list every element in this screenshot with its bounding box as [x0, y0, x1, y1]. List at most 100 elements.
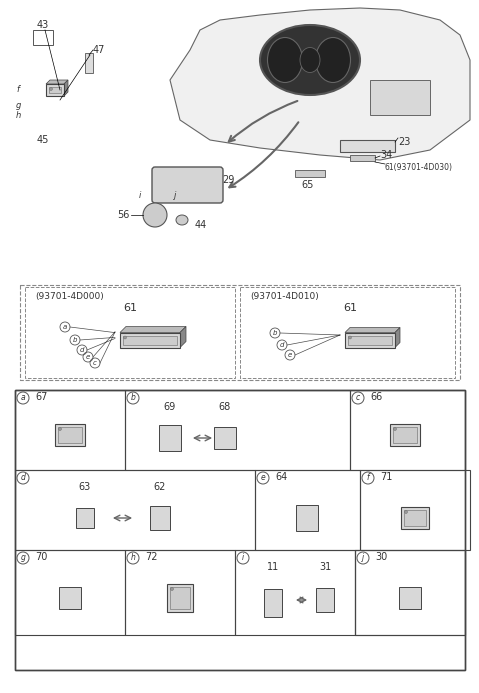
Text: 43: 43 — [37, 20, 49, 30]
Text: i: i — [242, 554, 244, 563]
Text: j: j — [362, 554, 364, 563]
Bar — [85, 53, 93, 73]
Polygon shape — [180, 326, 186, 347]
Bar — [355, 550, 465, 635]
Text: 56: 56 — [118, 210, 130, 220]
Text: 65: 65 — [302, 180, 314, 190]
Text: 61: 61 — [343, 303, 357, 313]
Polygon shape — [150, 503, 173, 506]
Text: a: a — [21, 394, 25, 403]
Text: e: e — [288, 352, 292, 358]
Polygon shape — [64, 80, 68, 96]
Circle shape — [143, 203, 167, 227]
Ellipse shape — [316, 37, 351, 82]
Text: 62: 62 — [154, 482, 166, 492]
Bar — [370, 80, 430, 115]
Polygon shape — [399, 587, 421, 609]
Polygon shape — [46, 84, 64, 96]
Text: 44: 44 — [195, 220, 207, 230]
Text: d: d — [280, 342, 284, 348]
Bar — [348, 335, 392, 344]
Polygon shape — [170, 503, 173, 530]
Bar — [170, 587, 190, 609]
Bar — [58, 427, 82, 443]
Bar — [49, 87, 61, 93]
Bar — [15, 390, 125, 470]
Text: i: i — [139, 191, 141, 200]
Bar — [295, 170, 325, 177]
Circle shape — [171, 588, 173, 590]
Polygon shape — [236, 424, 239, 449]
Bar — [350, 155, 375, 161]
Text: 29: 29 — [222, 175, 234, 185]
Ellipse shape — [300, 48, 320, 73]
Text: 61(93701-4D030): 61(93701-4D030) — [385, 163, 453, 172]
Text: a: a — [63, 324, 67, 330]
Text: g: g — [21, 554, 25, 563]
Polygon shape — [167, 579, 198, 584]
Text: 64: 64 — [275, 472, 287, 482]
Polygon shape — [401, 507, 429, 529]
Bar — [350, 390, 465, 470]
Polygon shape — [395, 328, 400, 347]
Polygon shape — [282, 586, 285, 617]
Polygon shape — [159, 425, 181, 451]
Text: 63: 63 — [79, 482, 91, 492]
Polygon shape — [421, 584, 424, 609]
Text: 34: 34 — [380, 150, 392, 160]
Bar — [20, 285, 460, 380]
Polygon shape — [316, 585, 337, 588]
Bar — [125, 390, 350, 470]
Polygon shape — [46, 80, 68, 84]
Polygon shape — [214, 424, 239, 427]
Polygon shape — [264, 586, 285, 589]
Text: 31: 31 — [319, 562, 331, 572]
Circle shape — [124, 336, 126, 339]
Bar — [340, 140, 395, 152]
Text: (93701-4D000): (93701-4D000) — [35, 292, 104, 301]
Polygon shape — [264, 589, 282, 617]
Text: c: c — [93, 360, 97, 366]
Bar — [255, 470, 360, 550]
Bar — [404, 510, 426, 526]
Text: 67: 67 — [35, 392, 47, 402]
Ellipse shape — [260, 25, 360, 95]
Text: 72: 72 — [145, 552, 158, 562]
Bar — [393, 427, 417, 443]
Polygon shape — [296, 502, 321, 505]
Ellipse shape — [176, 215, 188, 225]
Polygon shape — [345, 333, 395, 347]
Text: 23: 23 — [398, 137, 411, 147]
Circle shape — [349, 336, 352, 339]
Text: h: h — [131, 554, 136, 563]
Polygon shape — [296, 505, 318, 531]
Polygon shape — [55, 424, 85, 446]
Text: 47: 47 — [93, 45, 105, 55]
Text: b: b — [131, 394, 136, 403]
Text: d: d — [21, 473, 25, 482]
Polygon shape — [181, 422, 184, 451]
Circle shape — [49, 87, 53, 91]
Text: d: d — [80, 347, 84, 353]
Text: j: j — [174, 191, 176, 200]
Text: 61: 61 — [123, 303, 137, 313]
Text: e: e — [86, 354, 90, 360]
FancyBboxPatch shape — [152, 167, 223, 203]
Bar — [360, 470, 470, 550]
Polygon shape — [120, 326, 186, 333]
Text: e: e — [261, 473, 265, 482]
Polygon shape — [55, 418, 91, 424]
Polygon shape — [94, 505, 97, 528]
Bar — [15, 470, 255, 550]
Polygon shape — [76, 505, 97, 508]
Text: h: h — [15, 110, 21, 119]
Text: 70: 70 — [35, 552, 47, 562]
Text: (93701-4D010): (93701-4D010) — [250, 292, 319, 301]
Text: 68: 68 — [219, 402, 231, 412]
Polygon shape — [401, 501, 435, 507]
Polygon shape — [85, 418, 91, 446]
Text: f: f — [367, 473, 369, 482]
Polygon shape — [167, 584, 193, 612]
Polygon shape — [390, 424, 420, 446]
Polygon shape — [76, 508, 94, 528]
